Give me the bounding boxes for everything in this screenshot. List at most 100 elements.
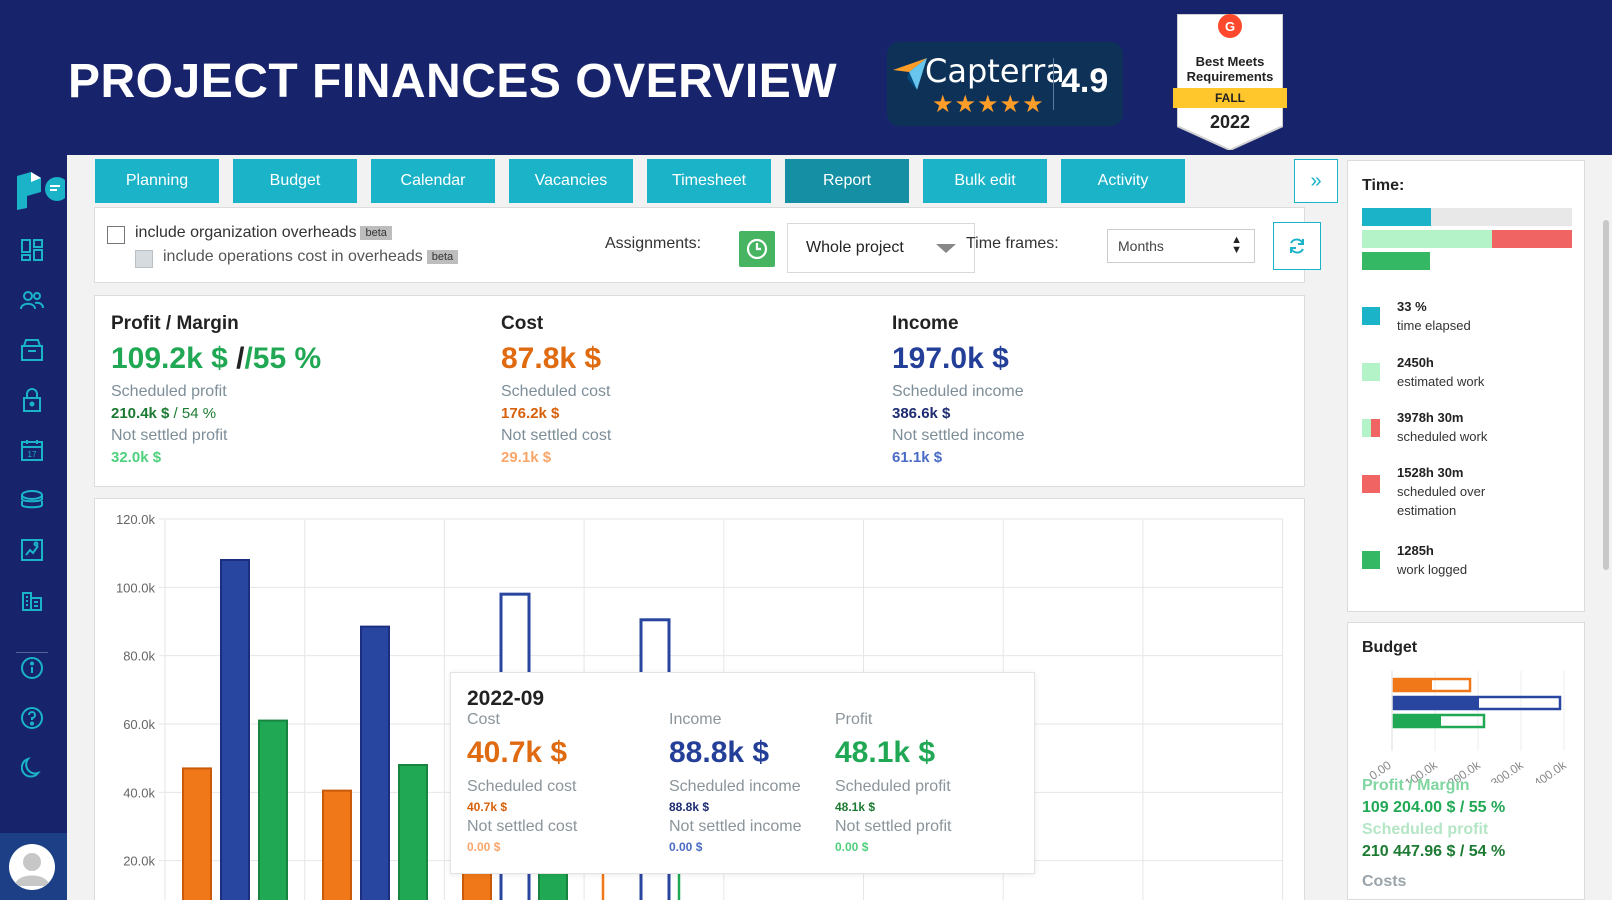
income-value: 197.0k $ [892, 342, 1009, 375]
lock-icon[interactable] [19, 387, 45, 413]
buildings-icon[interactable] [19, 587, 45, 613]
tab-report[interactable]: Report [785, 159, 909, 203]
sort-updown-icon: ▲ ▼ [1231, 234, 1242, 256]
legend-swatch-scheduled [1362, 419, 1380, 437]
budget-scheduled-profit-label: Scheduled profit [1362, 821, 1489, 838]
sidebar-divider [16, 652, 48, 653]
work-logged-bar [1362, 252, 1430, 270]
budget-tick: 300.0k [1488, 757, 1526, 783]
budget-income-scheduled-bar [1392, 695, 1562, 711]
legend-swatch-estimated [1362, 363, 1380, 381]
dashboard-icon[interactable] [19, 237, 45, 263]
inbox-icon[interactable] [19, 337, 45, 363]
income-title: Income [892, 313, 959, 334]
budget-cost-bar [1394, 679, 1432, 691]
income-bar [220, 559, 250, 900]
scheduled-profit-value: 210.4k $ / 54 % [111, 405, 217, 422]
not-settled-profit-value: 32.0k $ [111, 449, 162, 466]
budget-costs-label: Costs [1362, 873, 1407, 890]
avatar[interactable] [9, 844, 55, 890]
not-settled-income-value: 61.1k $ [892, 449, 943, 466]
tab-calendar[interactable]: Calendar [371, 159, 495, 203]
beta-badge: beta [360, 225, 392, 240]
profit-margin: /55 % [244, 342, 322, 375]
tab-activity[interactable]: Activity [1061, 159, 1185, 203]
g2-year: 2022 [1209, 112, 1251, 132]
tab-bulk-edit[interactable]: Bulk edit [923, 159, 1047, 203]
not-settled-cost-value: 29.1k $ [501, 449, 552, 466]
budget-profit-bar [1394, 715, 1441, 727]
tab-timesheet[interactable]: Timesheet [647, 159, 771, 203]
include-ops-cost-checkbox[interactable] [135, 250, 153, 268]
logo-icon[interactable] [17, 171, 65, 211]
chart-tooltip: 2022-09 Cost 40.7k $ Scheduled cost 40.7… [450, 672, 1035, 874]
budget-profit-margin-label: Profit / Margin [1362, 777, 1470, 794]
legend-estimated: 2450h estimated work [1397, 355, 1485, 389]
cost-value: 87.8k $ [501, 342, 602, 375]
report-icon[interactable] [19, 537, 45, 563]
time-frames-label: Time frames: [966, 235, 1059, 252]
profit-title: Profit / Margin [111, 313, 239, 334]
budget-profit-margin-value: 109 204.00 $ / 55 % [1362, 799, 1506, 816]
g2-badge-shape: G [1177, 14, 1283, 150]
cost-bar [322, 789, 352, 900]
calendar-icon[interactable]: 17 [19, 437, 45, 463]
include-org-overheads-label: include organization overheads beta [135, 224, 392, 242]
g2-badge: G Best Meets Requirements FALL 2022 [1173, 14, 1287, 150]
refresh-icon [1290, 238, 1304, 254]
people-icon[interactable] [19, 287, 45, 313]
tabs-more-button[interactable]: » [1294, 159, 1338, 203]
legend-swatch-elapsed [1362, 307, 1380, 325]
cost-bar [182, 767, 212, 900]
beta-badge: beta [426, 249, 459, 264]
y-tick-label: 40.0k [123, 785, 155, 800]
cost-title: Cost [501, 313, 544, 334]
capterra-badge: Capterra ★★★★★ 4.9 [887, 42, 1123, 126]
tab-planning[interactable]: Planning [95, 159, 219, 203]
scheduled-cost-value: 176.2k $ [501, 405, 560, 422]
time-frames-select[interactable]: Months ▲ ▼ [1107, 229, 1255, 263]
user-menu[interactable] [0, 833, 67, 900]
scheduled-cost-label: Scheduled cost [501, 383, 611, 400]
help-icon[interactable] [19, 705, 45, 731]
budget-panel: Budget 0.00 100.0k 200.0k 300.0k 400.0k … [1347, 622, 1585, 900]
include-ops-cost-label: include operations cost in overheads beta [163, 248, 459, 266]
budget-title: Budget [1362, 639, 1418, 656]
include-org-overheads-checkbox[interactable] [107, 226, 125, 244]
moon-icon[interactable] [19, 755, 45, 781]
legend-logged: 1285h work logged [1397, 543, 1468, 577]
profit-value: 109.2k $ //55 % [111, 342, 322, 375]
tab-budget[interactable]: Budget [233, 159, 357, 203]
y-tick-label: 80.0k [123, 649, 155, 664]
income-bar [360, 625, 390, 900]
refresh-button[interactable] [1273, 222, 1321, 270]
profit-bar [398, 764, 428, 900]
not-settled-income-label: Not settled income [892, 427, 1025, 444]
profit-bar [258, 719, 288, 900]
time-panel: Time: 33 % time elapsed 2450h estimated wo… [1347, 160, 1585, 612]
caret-down-icon [936, 244, 956, 253]
coins-icon[interactable] [19, 487, 45, 513]
budget-profit-scheduled-bar [1392, 713, 1486, 729]
not-settled-cost-label: Not settled cost [501, 427, 612, 444]
y-tick-label: 60.0k [123, 717, 155, 732]
time-elapsed-bar [1362, 208, 1431, 226]
clock-icon[interactable] [739, 231, 775, 267]
y-tick-label: 20.0k [123, 854, 155, 869]
over-estimation-bar [1492, 230, 1572, 248]
y-tick-label: 120.0k [116, 512, 156, 527]
legend-swatch-over [1362, 475, 1380, 493]
legend-over: 1528h 30m scheduled over estimation [1397, 465, 1486, 518]
tab-vacancies[interactable]: Vacancies [509, 159, 633, 203]
legend-scheduled: 3978h 30m scheduled work [1397, 410, 1488, 444]
assignments-select[interactable]: Whole project [787, 223, 975, 273]
tooltip-date: 2022-09 [467, 687, 545, 710]
budget-income-bar [1394, 697, 1479, 709]
info-icon[interactable] [19, 655, 45, 681]
budget-mini-chart: 0.00 100.0k 200.0k 300.0k 400.0k [1367, 671, 1570, 783]
budget-scheduled-profit-value: 210 447.96 $ / 54 % [1362, 843, 1506, 860]
scrollbar[interactable] [1603, 220, 1609, 570]
svg-text:G: G [1225, 19, 1235, 34]
capterra-rating: 4.9 [1061, 62, 1109, 100]
estimated-work-bar [1362, 230, 1492, 248]
